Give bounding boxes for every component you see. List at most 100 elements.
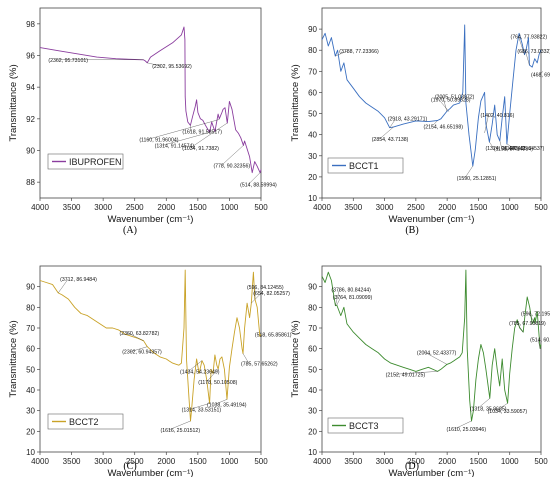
x-tick-label: 1500 <box>189 203 207 212</box>
series-line-ibuprofen <box>39 26 262 174</box>
y-tick-label: 70 <box>308 67 317 76</box>
y-tick-label: 30 <box>308 407 317 416</box>
peak-annotation: (1434, 54.23649) <box>180 370 220 376</box>
series-line-bcct2 <box>39 269 262 422</box>
annotation-leader <box>147 62 161 67</box>
peak-annotation: (518, 65.85861) <box>255 333 292 339</box>
x-tick-label: 4000 <box>313 457 331 466</box>
y-tick-label: 30 <box>308 152 317 161</box>
annotation-leader <box>489 141 494 149</box>
y-tick-label: 96 <box>26 52 35 61</box>
annotation-leader <box>187 360 203 372</box>
legend-box <box>327 157 404 174</box>
peak-annotation: (2918, 43.29171) <box>388 117 428 123</box>
annotation-leader <box>190 122 228 149</box>
x-axis-label: Wavenumber (cm⁻¹) <box>389 214 475 225</box>
x-tick-label: 2000 <box>438 203 456 212</box>
y-tick-label: 10 <box>308 448 317 457</box>
legend-label: IBUPROFEN <box>69 157 122 167</box>
peak-annotation: (1970, 50.89528) <box>431 98 471 104</box>
x-tick-label: 2000 <box>157 457 175 466</box>
annotation-leader <box>58 278 69 294</box>
peak-annotation: (1314, 91.14574) <box>155 143 195 149</box>
x-tick-label: 3000 <box>94 203 112 212</box>
annotation-leader <box>442 96 447 112</box>
x-tick-label: 3000 <box>94 457 112 466</box>
annotation-leader <box>242 353 250 364</box>
x-tick-label: 1000 <box>501 457 519 466</box>
y-tick-label: 10 <box>26 448 35 457</box>
x-tick-label: 2000 <box>438 457 456 466</box>
y-tick-label: 60 <box>26 345 35 354</box>
annotation-leader <box>424 352 447 365</box>
plot-frame <box>321 7 542 199</box>
x-tick-label: 2500 <box>126 203 144 212</box>
peak-annotation: (514, 88.59994) <box>240 183 277 189</box>
y-axis-label: Transmittance (%) <box>290 64 301 141</box>
x-axis-label: Wavenumber (cm⁻¹) <box>108 468 194 477</box>
y-tick-label: 80 <box>308 46 317 55</box>
peak-annotation: (1610, 25.03946) <box>447 427 487 433</box>
peak-annotation: (2154, 46.65198) <box>424 125 464 131</box>
x-tick-label: 3500 <box>63 457 81 466</box>
y-tick-label: 20 <box>308 427 317 436</box>
panel-4: 4000 3500 3000 2500 2000 1500 1000 500 10 20 30 40 5… <box>290 265 550 477</box>
peak-annotation: (1318, 35.9685) <box>470 406 507 412</box>
y-tick-label: 50 <box>308 110 317 119</box>
legend: BCCT3 <box>327 417 404 434</box>
y-tick-label: 50 <box>26 365 35 374</box>
x-tick-label: 3000 <box>376 457 394 466</box>
peak-annotation: (2302, 60.94357) <box>122 350 162 356</box>
annotation-leader <box>537 339 541 349</box>
peak-annotation: (1590, 25.12851) <box>457 176 497 182</box>
peak-annotation: (1045, 35.64537) <box>505 146 545 152</box>
annotation-leader <box>259 334 263 337</box>
annotation-leader <box>431 120 438 127</box>
peak-annotation: (2005, 51.03972) <box>435 94 475 100</box>
x-tick-label: 3500 <box>344 457 362 466</box>
x-tick-label: 4000 <box>313 203 331 212</box>
panel-2: 4000 3500 3000 2500 2000 1500 1000 500 10 20 30 40 5… <box>290 7 550 236</box>
peak-annotation: (2152, 49.01725) <box>386 372 426 378</box>
peak-annotation: (2302, 95.53692) <box>152 64 192 70</box>
y-axis-label: Transmittance (%) <box>8 320 19 397</box>
annotation-leader <box>147 119 220 140</box>
annotation-leader <box>214 399 228 405</box>
y-tick-label: 40 <box>308 386 317 395</box>
peak-annotation: (785, 57.65262) <box>241 362 278 368</box>
panel-letter: (B) <box>405 225 418 236</box>
peak-annotation: (3786, 80.84244) <box>331 288 371 294</box>
panel-3: 4000 3500 3000 2500 2000 1500 1000 500 10 20 30 40 5… <box>8 265 292 477</box>
annotation-leader <box>506 143 513 149</box>
legend: BCCT1 <box>327 157 404 174</box>
y-tick-label: 90 <box>308 283 317 292</box>
annotation-leader <box>393 371 438 375</box>
y-axis-label: Transmittance (%) <box>8 64 19 141</box>
panel-1: 4000 3500 3000 2500 2000 1500 1000 500 88 90 92 94 9… <box>8 7 277 236</box>
x-tick-label: 1000 <box>221 457 239 466</box>
y-tick-label: 50 <box>308 365 317 374</box>
y-tick-label: 10 <box>308 194 317 203</box>
x-tick-label: 1500 <box>189 457 207 466</box>
annotation-leader <box>499 140 502 149</box>
peak-annotation: (1618, 91.58517) <box>182 129 222 135</box>
plot-frame <box>39 265 262 453</box>
peak-annotation: (1402, 40.816) <box>481 113 515 119</box>
panel-letter: (A) <box>123 225 137 236</box>
y-tick-label: 40 <box>26 386 35 395</box>
y-tick-label: 90 <box>308 25 317 34</box>
annotation-leader <box>518 36 525 55</box>
annotation-leader <box>477 398 490 409</box>
peak-annotation: (1034, 91.7382) <box>182 146 219 152</box>
peak-annotation: (1034, 33.59057) <box>488 409 528 415</box>
peak-annotation: (596, 84.12455) <box>247 285 284 291</box>
peak-annotation: (1038, 35.49194) <box>207 402 247 408</box>
plot-frame <box>39 7 262 199</box>
panel-letter: (C) <box>123 461 136 472</box>
peak-annotation: (2360, 63.82782) <box>120 331 160 337</box>
annotation-leader <box>189 403 210 410</box>
annotation-leader <box>335 50 348 57</box>
annotation-leader <box>528 313 536 324</box>
legend-box <box>47 413 124 430</box>
